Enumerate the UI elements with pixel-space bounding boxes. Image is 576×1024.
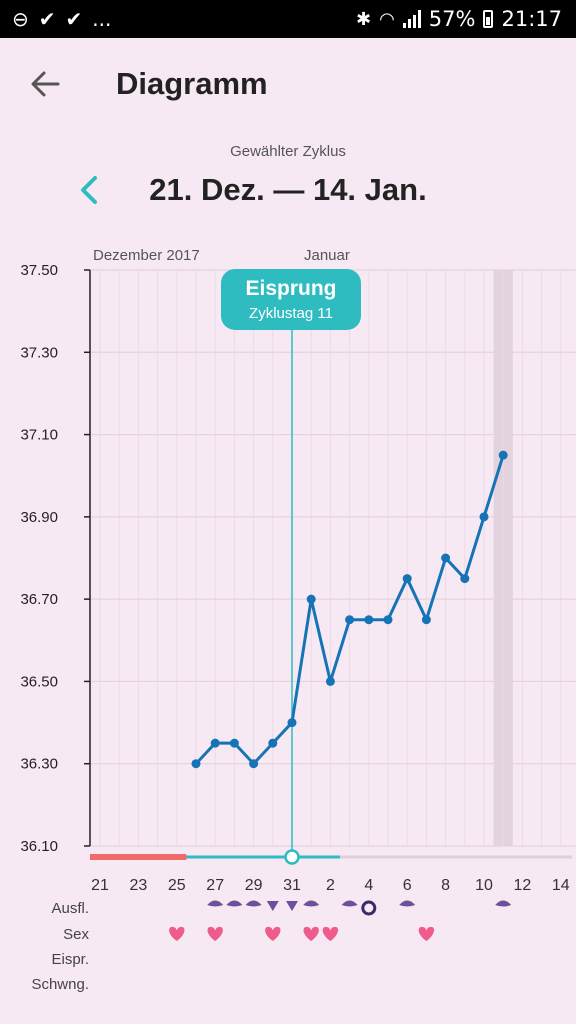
cycle-range: 21. Dez. — 14. Jan.	[149, 172, 427, 207]
row-label-sex: Sex	[63, 926, 89, 943]
sex-heart-icon	[265, 926, 281, 941]
status-system: ✱ ◠ 57% 21:17	[356, 0, 562, 38]
check-icon: ✔	[65, 7, 83, 31]
status-bar: ⊖ ✔ ✔ ... ✱ ◠ 57% 21:17	[0, 0, 576, 38]
discharge-mark	[207, 900, 224, 907]
temperature-point	[306, 594, 316, 604]
y-tick-label: 37.30	[20, 344, 58, 361]
temperature-point	[383, 615, 393, 625]
x-tick-label: 14	[552, 877, 570, 894]
x-tick-label: 4	[364, 877, 373, 894]
month-label-first: Dezember 2017	[93, 247, 200, 264]
sex-heart-icon	[418, 926, 435, 941]
temperature-point	[268, 738, 278, 748]
battery-percent: 57%	[428, 7, 476, 31]
temperature-point	[249, 759, 259, 769]
cycle-caption: Gewählter Zyklus	[230, 143, 346, 160]
sex-heart-icon	[303, 926, 319, 941]
month-label-second: Januar	[304, 247, 350, 264]
x-tick-label: 25	[168, 877, 186, 894]
temperature-point	[287, 718, 297, 728]
battery-icon	[483, 10, 494, 28]
y-tick-label: 37.10	[20, 427, 58, 444]
page-title: Diagramm	[116, 66, 268, 101]
discharge-mark	[286, 901, 298, 911]
temperature-point	[421, 615, 431, 625]
discharge-ring-mark	[361, 900, 377, 916]
x-tick-label: 23	[130, 877, 148, 894]
discharge-mark	[266, 901, 279, 911]
sex-heart-icon	[169, 926, 185, 941]
y-tick-label: 36.90	[20, 509, 58, 526]
x-tick-label: 10	[475, 877, 493, 894]
more-indicator: ...	[92, 7, 112, 31]
discharge-mark	[399, 900, 416, 907]
minus-circle-icon: ⊖	[12, 7, 29, 31]
ovulation-badge-subtitle: Zyklustag 11	[249, 305, 333, 322]
temperature-point	[364, 615, 374, 625]
discharge-mark	[245, 900, 262, 907]
temperature-point	[441, 553, 451, 563]
app-bar: Diagramm	[0, 38, 576, 130]
discharge-mark	[226, 900, 243, 907]
ovulation-badge[interactable]: Eisprung Zyklustag 11	[221, 269, 361, 330]
status-notifications: ⊖ ✔ ✔ ...	[12, 0, 111, 38]
x-tick-label: 6	[403, 877, 412, 894]
sex-heart-icon	[322, 926, 339, 941]
row-label-pregnancy-test: Schwng.	[31, 976, 89, 993]
y-tick-label: 36.70	[20, 591, 58, 608]
x-tick-label: 31	[283, 877, 301, 894]
y-tick-label: 37.50	[20, 262, 58, 279]
x-tick-label: 21	[91, 877, 109, 894]
discharge-mark	[341, 900, 358, 907]
check-icon: ✔	[38, 7, 56, 31]
x-tick-label: 8	[441, 877, 450, 894]
signal-icon	[402, 10, 421, 28]
row-label-ovulation-test: Eispr.	[51, 951, 89, 968]
temperature-point	[229, 738, 239, 748]
clock: 21:17	[501, 7, 562, 31]
x-tick-label: 12	[514, 877, 532, 894]
y-tick-label: 36.10	[20, 838, 58, 855]
sex-heart-icon	[207, 926, 223, 941]
wifi-icon: ◠	[379, 8, 395, 30]
discharge-mark	[303, 900, 320, 907]
temperature-point	[460, 574, 470, 584]
y-tick-label: 36.50	[20, 673, 58, 690]
x-tick-label: 2	[326, 877, 335, 894]
ovulation-badge-title: Eisprung	[245, 277, 337, 300]
ovulation-marker	[284, 849, 300, 865]
discharge-mark	[495, 900, 512, 907]
bluetooth-icon: ✱	[355, 8, 372, 30]
temperature-point	[498, 450, 508, 460]
temperature-point	[479, 512, 489, 522]
chevron-left-icon	[81, 176, 97, 204]
temperature-point	[345, 615, 355, 625]
temperature-point	[402, 574, 412, 584]
row-label-discharge: Ausfl.	[51, 900, 89, 917]
temperature-point	[191, 759, 201, 769]
x-tick-label: 29	[245, 877, 263, 894]
temperature-point	[210, 738, 220, 748]
back-button[interactable]	[26, 66, 64, 102]
x-tick-label: 27	[206, 877, 224, 894]
temperature-point	[325, 676, 335, 686]
previous-cycle-button[interactable]	[72, 172, 106, 208]
y-tick-label: 36.30	[20, 756, 58, 773]
arrow-left-icon	[31, 71, 60, 97]
